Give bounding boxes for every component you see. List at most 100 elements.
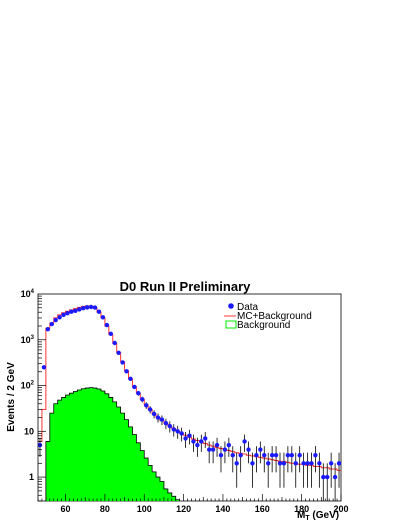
legend-label-mc: MC+Background — [237, 311, 312, 322]
x-axis-title-unit: (GeV) — [310, 510, 339, 521]
data-points — [37, 304, 342, 501]
data-point — [175, 429, 180, 434]
data-point — [116, 350, 121, 355]
data-point — [132, 384, 137, 390]
background-bar — [175, 499, 180, 501]
data-point — [266, 461, 271, 466]
legend-label-data: Data — [237, 302, 259, 313]
data-point — [77, 307, 82, 312]
background-bar — [73, 391, 78, 501]
data-point — [136, 391, 141, 396]
data-point — [269, 453, 275, 458]
data-point — [238, 453, 243, 458]
x-axis-title: MT (GeV) — [297, 510, 339, 522]
background-bar — [57, 400, 62, 501]
data-point — [203, 436, 208, 441]
data-point — [144, 403, 149, 408]
y-tick-label: 102 — [21, 381, 35, 391]
data-point — [336, 461, 342, 466]
background-bar — [140, 450, 145, 501]
background-bar — [100, 390, 106, 501]
data-point — [273, 453, 279, 458]
background-bar — [152, 471, 157, 501]
data-point — [289, 453, 295, 458]
y-tick-label: 10 — [24, 426, 34, 436]
data-point — [297, 453, 302, 458]
data-point — [69, 309, 74, 314]
x-tick-label: 140 — [215, 504, 230, 514]
x-axis-title-main: M — [297, 510, 305, 521]
data-point — [128, 376, 133, 382]
background-bar — [159, 481, 165, 501]
background-bar — [93, 388, 98, 501]
background-bar — [85, 388, 90, 501]
data-point — [57, 315, 62, 320]
background-bar — [136, 442, 141, 501]
data-point — [104, 322, 110, 328]
background-bar — [156, 477, 161, 501]
background-bar — [148, 465, 153, 501]
legend-background-box — [225, 320, 237, 329]
x-tick-label: 120 — [176, 504, 191, 514]
data-point — [285, 453, 291, 458]
background-bar — [49, 413, 55, 501]
data-point — [84, 305, 90, 310]
data-point — [332, 474, 338, 480]
data-point — [281, 461, 287, 466]
background-bar — [104, 393, 110, 501]
data-point — [313, 453, 318, 458]
data-point — [230, 453, 235, 458]
background-bar — [53, 403, 58, 501]
x-tick-label: 80 — [100, 504, 110, 514]
data-point — [277, 461, 283, 466]
data-point — [317, 461, 322, 466]
data-point — [151, 411, 157, 417]
data-point — [254, 453, 259, 458]
plot-area — [37, 304, 342, 501]
background-bar — [120, 413, 125, 501]
legend-data-marker — [228, 303, 234, 309]
x-tick-label: 200 — [333, 504, 348, 514]
background-bar — [77, 389, 82, 501]
data-point — [214, 442, 220, 448]
background-bar — [132, 434, 137, 501]
x-tick-label: 100 — [137, 504, 152, 514]
background-bar — [81, 388, 86, 501]
data-point — [246, 447, 251, 452]
data-point — [293, 461, 298, 466]
x-axis-title-sub: T — [305, 515, 310, 522]
data-point — [183, 436, 188, 441]
y-tick-label: 103 — [21, 335, 35, 345]
data-point — [226, 442, 232, 448]
data-point — [262, 453, 267, 458]
background-bar — [97, 389, 102, 501]
data-point — [195, 442, 200, 448]
data-point — [92, 305, 98, 310]
data-point — [210, 447, 216, 452]
data-point — [218, 453, 224, 458]
data-point — [53, 317, 58, 323]
y-tick-label: 104 — [21, 289, 35, 299]
background-bar — [144, 458, 149, 501]
y-axis-title: Events / 2 GeV — [6, 362, 17, 432]
data-point — [171, 427, 176, 432]
background-bar — [89, 387, 94, 501]
background-bar — [108, 397, 114, 501]
data-point — [258, 447, 263, 452]
data-point — [179, 431, 184, 436]
data-point — [65, 311, 70, 316]
background-bar — [65, 395, 70, 501]
data-point — [49, 321, 54, 327]
legend-label-background: Background — [237, 320, 290, 331]
data-point — [155, 415, 161, 420]
y-tick-label: 1 — [29, 472, 34, 482]
data-point — [45, 327, 51, 332]
x-tick-label: 160 — [255, 504, 270, 514]
data-point — [73, 308, 78, 313]
data-point — [325, 474, 330, 480]
chart-title: D0 Run II Preliminary — [120, 279, 252, 294]
data-point — [234, 461, 239, 466]
data-point — [88, 304, 94, 310]
x-tick-label: 180 — [294, 504, 309, 514]
